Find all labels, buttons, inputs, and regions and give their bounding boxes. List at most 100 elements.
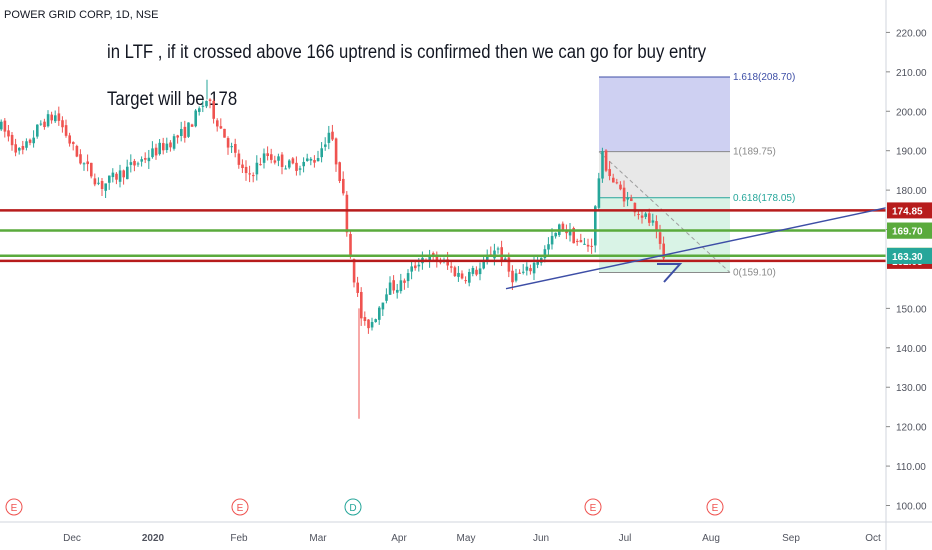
candle-body (511, 270, 514, 283)
candle-body (32, 137, 35, 144)
candle-body (237, 153, 241, 165)
candle-body (205, 100, 208, 107)
candle-body (72, 142, 75, 144)
price-badge (887, 247, 932, 264)
candle-body (129, 162, 133, 165)
candle-body (543, 249, 547, 259)
candle-body (655, 221, 658, 231)
candle-body (219, 126, 223, 129)
candle-body (482, 260, 485, 269)
candle-body (338, 162, 341, 181)
candle-body (622, 187, 626, 202)
annotation-text-1: in LTF , if it crossed above 166 uptrend… (107, 42, 707, 63)
candle-body (198, 108, 201, 112)
candle-body (316, 158, 320, 162)
candle-body (115, 173, 118, 180)
candle-body (68, 135, 71, 144)
candle-body (248, 173, 251, 175)
candle-body (147, 157, 151, 162)
event-label: E (237, 503, 244, 514)
overlay-lines (0, 207, 887, 290)
candle-body (61, 120, 64, 128)
drawing-marker (657, 263, 683, 283)
time-tick-label: 2020 (142, 533, 165, 544)
event-label: D (349, 503, 356, 514)
candle-body (342, 178, 345, 194)
candle-body (187, 122, 190, 137)
candle-body (392, 280, 395, 291)
price-tick-label: 120.00 (896, 423, 927, 434)
candle-body (295, 162, 298, 171)
time-tick-label: Oct (865, 533, 881, 544)
price-tick-label: 200.00 (896, 107, 927, 118)
candle-body (464, 280, 467, 282)
candle-body (79, 154, 82, 164)
price-badge-label: 169.70 (892, 227, 923, 238)
candle-body (507, 257, 511, 272)
candle-body (435, 255, 439, 262)
price-tick-label: 100.00 (896, 502, 927, 513)
candle-body (270, 154, 273, 160)
time-tick-label: May (457, 533, 476, 544)
candle-body (280, 154, 284, 167)
candle-body (381, 302, 385, 310)
candle-body (612, 177, 615, 183)
candle-body (579, 240, 583, 243)
candle-body (306, 158, 309, 161)
candle-body (561, 223, 565, 231)
candle-body (399, 280, 403, 292)
candle-body (604, 150, 608, 171)
candle-body (216, 120, 219, 127)
candle-body (0, 121, 3, 130)
candle-body (273, 160, 277, 163)
candle-body (158, 142, 161, 155)
candle-body (25, 141, 28, 148)
fib-level-label: 0.618(178.05) (733, 193, 795, 204)
candle-body (313, 160, 316, 163)
candle-body (64, 125, 68, 136)
candle-body (349, 234, 352, 258)
fib-level-label: 1(189.75) (733, 147, 776, 158)
candle-body (370, 322, 374, 328)
candle-body (374, 319, 377, 323)
candle-body (122, 170, 125, 178)
time-tick-label: Feb (230, 533, 248, 544)
candle-body (633, 202, 637, 213)
candle-body (309, 158, 313, 161)
candle-body (468, 271, 471, 283)
candle-body (259, 164, 262, 166)
candle-body (100, 180, 104, 189)
candle-body (471, 267, 475, 274)
price-tick-label: 210.00 (896, 68, 927, 79)
event-label: E (712, 503, 719, 514)
price-tick-label: 110.00 (896, 462, 926, 473)
time-axis: Dec 2020 Feb Mar Apr May Jun Jul Aug Sep Oct (63, 533, 881, 544)
fib-band-top (599, 76, 730, 152)
event-label: E (590, 503, 597, 514)
candle-body (86, 161, 89, 165)
candle-body (626, 197, 629, 200)
candle-body (244, 166, 248, 174)
event-marker (584, 498, 602, 516)
candle-body (108, 175, 111, 183)
time-tick-label: Aug (702, 533, 720, 544)
candle-body (536, 261, 539, 265)
price-tick-label: 190.00 (896, 147, 927, 158)
candle-body (43, 121, 46, 128)
candle-body (594, 206, 597, 246)
candle-body (363, 317, 367, 322)
candle-body (241, 164, 244, 169)
candle-body (532, 262, 536, 274)
candle-body (345, 194, 349, 233)
candle-body (320, 148, 323, 158)
candle-body (597, 178, 601, 208)
candle-body (608, 169, 611, 177)
candle-body (190, 124, 194, 127)
candle-body (630, 198, 633, 202)
time-tick-label: Sep (782, 533, 800, 544)
candle-body (324, 144, 327, 147)
candle-body (493, 250, 496, 259)
candle-body (428, 254, 431, 262)
